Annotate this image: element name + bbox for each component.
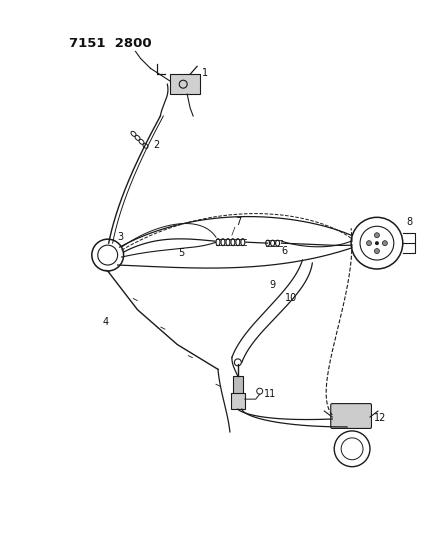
Circle shape — [382, 241, 387, 246]
Text: 10: 10 — [285, 293, 297, 303]
Text: 9: 9 — [270, 280, 276, 290]
Text: 12: 12 — [374, 413, 386, 423]
Circle shape — [374, 248, 379, 254]
Text: 8: 8 — [407, 217, 413, 227]
Text: 7: 7 — [235, 217, 241, 227]
Text: 7151  2800: 7151 2800 — [69, 36, 152, 50]
Text: 5: 5 — [178, 248, 184, 258]
Bar — [231, 393, 245, 409]
Text: 2: 2 — [153, 140, 160, 150]
FancyBboxPatch shape — [331, 403, 372, 429]
Bar — [233, 376, 243, 394]
Text: 11: 11 — [264, 389, 276, 399]
Circle shape — [366, 241, 372, 246]
Text: 3: 3 — [118, 232, 124, 242]
Bar — [170, 74, 200, 94]
Text: 6: 6 — [282, 246, 288, 256]
Text: 4: 4 — [103, 317, 109, 327]
Circle shape — [374, 233, 379, 238]
Text: 1: 1 — [202, 68, 208, 78]
Circle shape — [375, 241, 379, 245]
